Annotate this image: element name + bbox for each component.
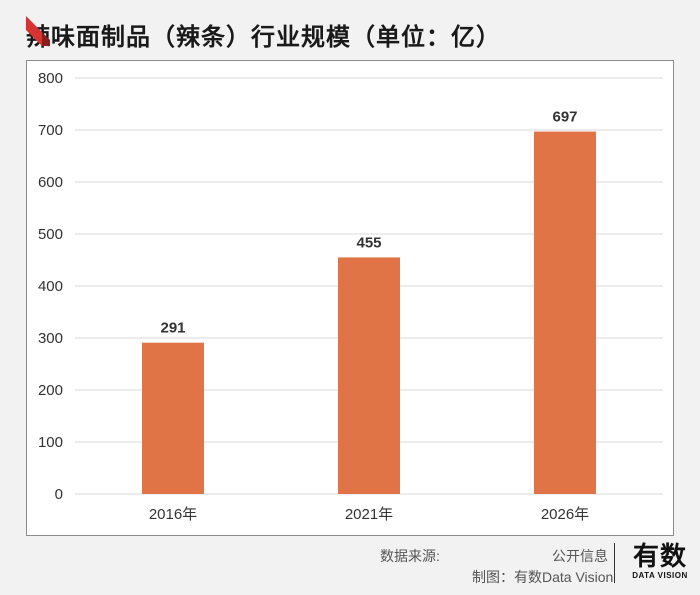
logo-main-text: 有数	[632, 541, 687, 571]
bar	[534, 131, 596, 494]
footer-divider	[614, 543, 615, 583]
bar	[142, 342, 204, 494]
logo-sub-text: DATA VISION	[632, 571, 688, 580]
x-tick-label: 2021年	[345, 506, 393, 523]
y-tick-label: 600	[38, 174, 63, 191]
source-value: 公开信息	[552, 548, 608, 564]
x-tick-label: 2016年	[149, 506, 197, 523]
y-tick-label: 300	[38, 330, 63, 347]
data-label: 697	[552, 109, 577, 126]
brand-logo: 有数 DATA VISION	[622, 542, 698, 580]
chart-area: 0 100 200 300 400 500 600 700 800 291 2016年 455 2021…	[26, 60, 674, 536]
chart-title: 辣味面制品（辣条）行业规模（单位：亿）	[26, 23, 501, 51]
y-tick-label: 400	[38, 278, 63, 295]
maker-credit: 制图：有数Data Vision	[472, 569, 614, 585]
title-flag-icon	[26, 16, 50, 46]
title-bar: 辣味面制品（辣条）行业规模（单位：亿）	[26, 14, 501, 54]
x-tick-label: 2026年	[541, 506, 589, 523]
y-tick-label: 700	[38, 122, 63, 139]
bar-chart: 0 100 200 300 400 500 600 700 800 291 2016年 455 2021…	[38, 70, 663, 523]
bar	[338, 257, 400, 494]
y-tick-label: 100	[38, 434, 63, 451]
data-label: 455	[356, 234, 381, 251]
y-tick-label: 500	[38, 226, 63, 243]
y-tick-label: 200	[38, 382, 63, 399]
y-tick-label: 0	[55, 486, 63, 503]
source-label: 数据来源:	[380, 548, 440, 564]
y-tick-label: 800	[38, 70, 63, 87]
data-label: 291	[160, 320, 185, 337]
